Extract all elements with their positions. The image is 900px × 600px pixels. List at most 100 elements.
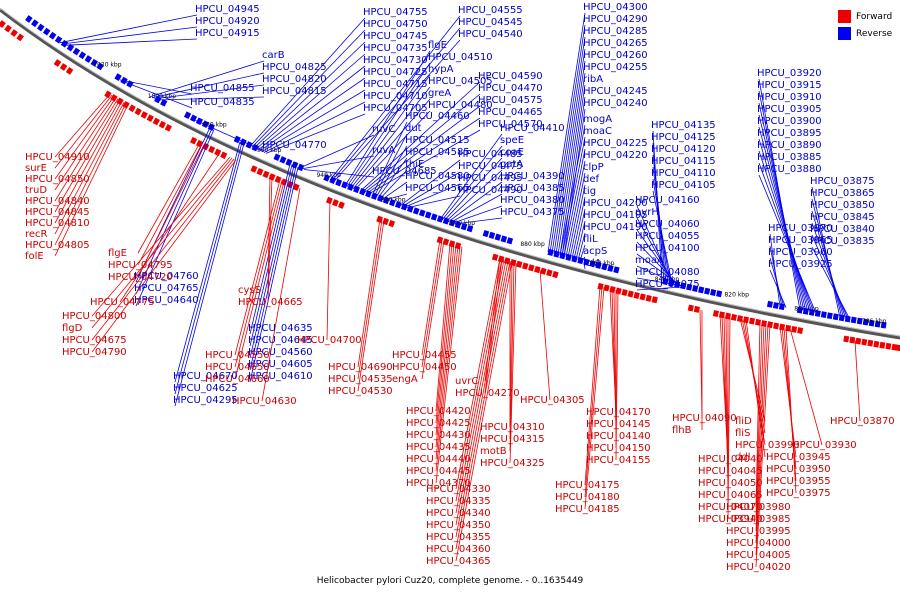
- reverse-gene-feature: [613, 266, 620, 274]
- forward-gene-feature: [134, 107, 142, 116]
- gene-label: HPCU_04375: [500, 207, 565, 218]
- gene-label: mogA: [583, 114, 612, 125]
- reverse-gene-feature: [285, 158, 293, 167]
- label-connector: [567, 172, 586, 258]
- forward-gene-feature: [522, 262, 529, 270]
- gene-label: HPCU_04355: [426, 532, 491, 543]
- label-connector: [354, 110, 431, 190]
- scale-tick-label: 860 kbp: [590, 260, 615, 267]
- gene-label: HPCU_04845: [25, 207, 90, 218]
- forward-gene-feature: [16, 33, 24, 42]
- gene-label: HPCU_04590: [478, 71, 543, 82]
- scale-tick-label: 880 kbp: [520, 241, 545, 248]
- gene-label: HPCU_04305: [520, 395, 585, 406]
- label-connector: [54, 98, 119, 202]
- forward-gene-feature: [59, 63, 68, 71]
- gene-label: motB: [480, 446, 507, 457]
- label-connector: [91, 158, 235, 341]
- gene-label: ruvA: [372, 145, 395, 156]
- gene-label: HPCU_03940: [698, 514, 763, 525]
- label-connector: [403, 183, 461, 208]
- gene-labels: HPCU_04945HPCU_04920HPCU_04915carBHPCU_0…: [25, 2, 895, 573]
- forward-gene-feature: [639, 293, 646, 301]
- label-connector: [561, 96, 586, 257]
- gene-label: HPCU_04835: [190, 97, 255, 108]
- gene-label: HPCU_03950: [766, 464, 831, 475]
- label-connector: [455, 261, 513, 562]
- forward-gene-feature: [158, 120, 166, 129]
- label-connector: [357, 219, 383, 380]
- reverse-gene-feature: [114, 73, 122, 81]
- gene-label: HPCU_04770: [262, 140, 327, 151]
- gene-label: HPCU_04055: [635, 231, 700, 242]
- gene-label: HPCU_04710: [363, 91, 428, 102]
- gene-label: HPCU_04120: [651, 144, 716, 155]
- label-connector: [435, 243, 453, 424]
- gene-label: HPCU_04090: [672, 413, 737, 424]
- gene-label: HPCU_04440: [406, 454, 471, 465]
- forward-gene-feature: [546, 269, 553, 277]
- gene-label: HPCU_03905: [757, 104, 822, 115]
- gene-label: HPCU_04330: [426, 484, 491, 495]
- label-connector: [758, 126, 809, 312]
- forward-gene-feature: [53, 59, 62, 67]
- reverse-gene-feature: [48, 31, 57, 40]
- label-connector: [119, 152, 221, 303]
- label-connector: [91, 159, 237, 353]
- gene-label: HPCU_04675: [62, 335, 127, 346]
- gene-label: HPCU_04150: [586, 443, 651, 454]
- gene-label: HPCU_04265: [583, 38, 648, 49]
- label-connector: [261, 89, 366, 153]
- label-connector: [61, 26, 198, 45]
- gene-label: thiE: [405, 159, 424, 170]
- forward-gene-feature: [388, 219, 396, 228]
- gene-label: HPCU_04080: [635, 267, 700, 278]
- forward-gene-feature: [140, 111, 148, 119]
- gene-label: lolA: [583, 258, 602, 269]
- reverse-gene-feature: [424, 211, 432, 219]
- label-connector: [509, 262, 515, 452]
- gene-label: HPCU_04505: [428, 76, 493, 87]
- reverse-gene-feature: [716, 290, 723, 298]
- forward-gene-feature: [4, 24, 12, 33]
- label-connector: [435, 245, 459, 460]
- gene-label: HPCU_04685: [372, 166, 437, 177]
- label-connector: [539, 269, 551, 401]
- gene-label: HPCU_04020: [726, 562, 791, 573]
- gene-label: HPCU_04420: [406, 406, 471, 417]
- label-connector: [455, 261, 511, 550]
- legend: Forward Reverse: [838, 8, 892, 42]
- gene-label: HPCU_03945: [766, 452, 831, 463]
- label-connector: [265, 113, 366, 154]
- gene-label: HPCU_04340: [426, 508, 491, 519]
- reverse-gene-feature: [323, 174, 331, 182]
- forward-gene-feature: [843, 335, 850, 343]
- gene-label: HPCU_04690: [328, 362, 393, 373]
- label-connector: [357, 218, 381, 368]
- reverse-gene-feature: [832, 313, 839, 321]
- genome-backbone: [0, 8, 900, 340]
- gene-label: HPCU_04185: [555, 504, 620, 515]
- forward-gene-feature: [104, 90, 112, 99]
- label-connector: [547, 12, 586, 253]
- forward-gene-feature: [879, 341, 886, 349]
- genome-caption: Helicobacter pylori Cuz20, complete geno…: [316, 576, 584, 586]
- gene-label: HPCU_04545: [458, 17, 523, 28]
- forward-gene-feature: [603, 284, 610, 292]
- reverse-gene-feature: [595, 261, 602, 269]
- label-connector: [135, 128, 213, 295]
- legend-reverse: Reverse: [838, 25, 892, 42]
- gene-label: HPCU_04100: [635, 243, 700, 254]
- label-connector: [636, 265, 683, 287]
- gene-label: HPCU_04110: [651, 168, 716, 179]
- reverse-gene-feature: [874, 320, 881, 328]
- scale-tick-label: 786 kbp: [862, 318, 887, 325]
- reverse-gene-feature: [347, 183, 354, 191]
- gene-label: HPCU_04140: [586, 431, 651, 442]
- label-connector: [455, 259, 505, 514]
- reverse-gene-feature: [862, 318, 869, 326]
- forward-gene-feature: [331, 199, 339, 207]
- gene-label: HPCU_04665: [238, 297, 303, 308]
- gene-label: HPCU_04535: [328, 374, 393, 385]
- reverse-gene-feature: [279, 156, 287, 164]
